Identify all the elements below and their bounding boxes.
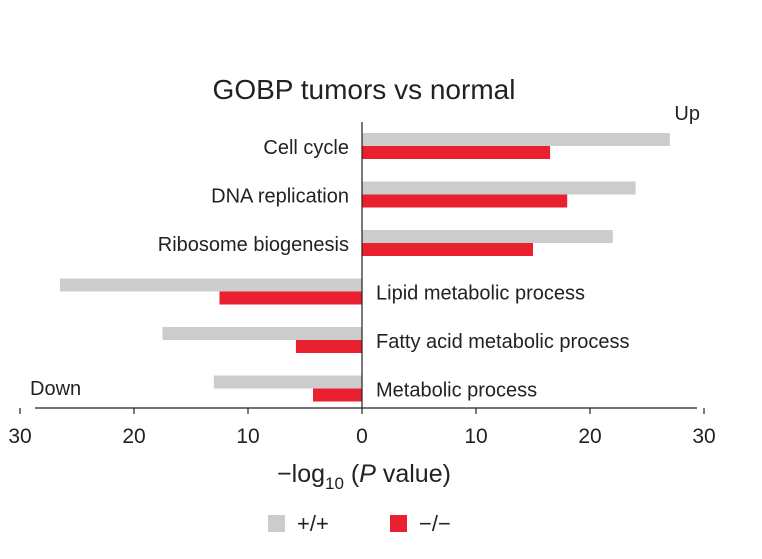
down-label: Down	[30, 378, 81, 400]
bar-cell-cycle-knockout	[362, 146, 551, 159]
x-tick-label: 20	[578, 425, 601, 448]
category-label-metabolic-process: Metabolic process	[376, 380, 537, 402]
legend-label-knockout: −/−	[419, 511, 451, 536]
bar-fatty-acid-metabolic-process-wildtype	[162, 327, 362, 340]
legend-swatch-knockout	[390, 515, 407, 532]
category-label-fatty-acid-metabolic-process: Fatty acid metabolic process	[376, 331, 629, 353]
legend-label-wildtype: +/+	[297, 511, 329, 536]
category-label-ribosome-biogenesis: Ribosome biogenesis	[158, 234, 349, 256]
bar-metabolic-process-wildtype	[213, 375, 362, 389]
bar-dna-replication-wildtype	[362, 181, 636, 195]
x-tick-label: 0	[356, 425, 368, 448]
bar-dna-replication-knockout	[362, 194, 568, 208]
x-tick-label: 30	[692, 425, 715, 448]
category-label-lipid-metabolic-process: Lipid metabolic process	[376, 283, 585, 305]
category-label-dna-replication: DNA replication	[211, 186, 349, 208]
bar-fatty-acid-metabolic-process-knockout	[295, 340, 362, 353]
bar-metabolic-process-knockout	[313, 388, 362, 402]
legend-swatch-wildtype	[268, 515, 285, 532]
chart-title: GOBP tumors vs normal	[213, 74, 516, 105]
bars-group	[59, 133, 670, 402]
up-label: Up	[674, 103, 700, 125]
bar-lipid-metabolic-process-knockout	[219, 291, 362, 305]
x-axis-ticks: 30 20 10 0 10 20 30	[8, 408, 716, 448]
x-axis-label: −log10 (P value)	[277, 460, 451, 493]
x-tick-label: 20	[122, 425, 145, 448]
x-tick-label: 10	[236, 425, 259, 448]
category-labels: Cell cycle DNA replication Ribosome biogen…	[158, 137, 630, 402]
x-tick-label: 30	[8, 425, 31, 448]
category-label-cell-cycle: Cell cycle	[263, 137, 349, 159]
bar-ribosome-biogenesis-wildtype	[362, 230, 613, 243]
bar-ribosome-biogenesis-knockout	[362, 243, 533, 256]
bar-lipid-metabolic-process-wildtype	[59, 278, 363, 292]
legend: +/+ −/−	[268, 511, 451, 536]
x-tick-label: 10	[464, 425, 487, 448]
bar-cell-cycle-wildtype	[362, 133, 670, 146]
